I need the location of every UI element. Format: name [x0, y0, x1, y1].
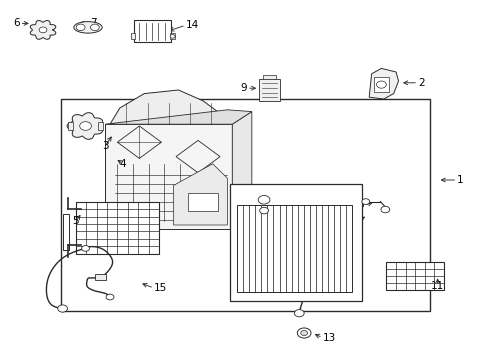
Polygon shape	[368, 68, 398, 99]
Circle shape	[300, 330, 307, 336]
Text: 9: 9	[240, 83, 246, 93]
Circle shape	[106, 294, 114, 300]
Circle shape	[39, 27, 47, 33]
Text: 1: 1	[456, 175, 463, 185]
Bar	[76, 202, 159, 254]
Bar	[61, 99, 429, 311]
Bar	[62, 214, 69, 250]
Text: 6: 6	[13, 18, 20, 28]
Polygon shape	[67, 113, 102, 139]
Bar	[259, 79, 279, 101]
Circle shape	[258, 195, 269, 204]
Bar	[98, 122, 102, 130]
Text: 11: 11	[430, 281, 444, 291]
Circle shape	[380, 206, 389, 213]
Circle shape	[76, 24, 85, 31]
Circle shape	[361, 199, 369, 204]
Text: 4: 4	[120, 159, 126, 169]
Bar	[130, 33, 135, 39]
Circle shape	[294, 249, 302, 255]
Text: 13: 13	[322, 333, 335, 343]
Polygon shape	[173, 164, 227, 225]
Text: 10: 10	[343, 216, 356, 226]
Circle shape	[376, 81, 386, 88]
Circle shape	[259, 207, 268, 214]
Bar	[134, 20, 171, 42]
Bar	[229, 184, 361, 301]
Circle shape	[80, 122, 91, 130]
Bar	[386, 262, 443, 290]
Polygon shape	[30, 21, 56, 39]
Polygon shape	[110, 90, 232, 124]
Circle shape	[58, 305, 67, 312]
Bar	[237, 205, 351, 292]
Text: 8: 8	[357, 200, 364, 210]
Text: 2: 2	[417, 78, 424, 88]
Polygon shape	[117, 126, 161, 158]
Circle shape	[297, 328, 310, 338]
Circle shape	[170, 35, 175, 38]
Ellipse shape	[74, 22, 102, 33]
Bar	[188, 193, 217, 211]
Text: 5: 5	[72, 216, 79, 226]
Bar	[105, 124, 232, 229]
Bar	[95, 274, 106, 280]
Text: 14: 14	[185, 20, 199, 30]
Text: 12: 12	[328, 254, 341, 264]
Bar	[68, 122, 73, 130]
Polygon shape	[232, 112, 251, 229]
Text: 3: 3	[102, 141, 108, 151]
Bar	[170, 33, 175, 39]
Text: 15: 15	[154, 283, 167, 293]
Text: 7: 7	[90, 18, 97, 28]
Circle shape	[294, 310, 304, 317]
Polygon shape	[105, 110, 251, 124]
Circle shape	[90, 24, 99, 31]
Bar	[263, 75, 275, 79]
Bar	[373, 77, 388, 92]
Polygon shape	[176, 140, 220, 173]
Circle shape	[81, 246, 89, 251]
